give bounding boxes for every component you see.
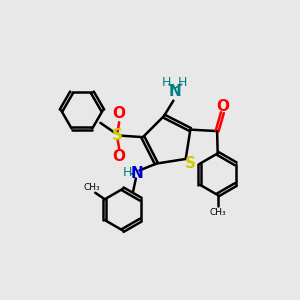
- Text: H: H: [162, 76, 172, 89]
- Text: CH₃: CH₃: [209, 208, 226, 217]
- Text: S: S: [185, 156, 196, 171]
- Text: O: O: [112, 149, 126, 164]
- Text: CH₃: CH₃: [83, 183, 100, 192]
- Text: N: N: [131, 167, 143, 182]
- Text: S: S: [112, 128, 123, 143]
- Text: H: H: [123, 166, 132, 179]
- Text: O: O: [216, 99, 229, 114]
- Text: N: N: [169, 84, 181, 99]
- Text: O: O: [112, 106, 126, 122]
- Text: H: H: [178, 76, 188, 89]
